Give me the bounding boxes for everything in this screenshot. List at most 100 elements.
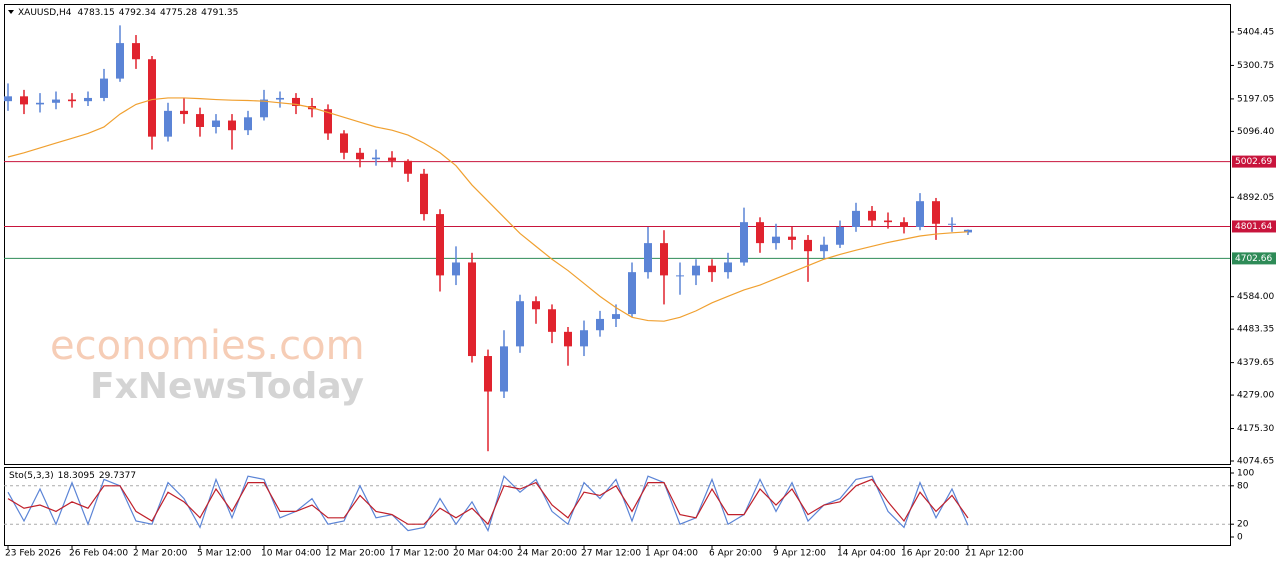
candle-body: [52, 99, 60, 103]
x-tick-label: 9 Apr 12:00: [773, 549, 826, 559]
y-tick-label: 4279.00: [1237, 391, 1274, 401]
candle-body: [820, 244, 828, 252]
candle-body: [484, 356, 492, 392]
y-tick-label: 20: [1237, 520, 1249, 530]
candle-body: [500, 346, 508, 392]
candle-body: [244, 117, 252, 131]
x-tick-label: 14 Apr 04:00: [837, 549, 896, 559]
moving-average: [7, 97, 969, 322]
candle-body: [340, 133, 348, 153]
candle-body: [836, 226, 844, 245]
candle-body: [948, 223, 956, 225]
candle-body: [628, 272, 636, 315]
candle-body: [420, 173, 428, 215]
y-tick-label: 5096.40: [1237, 127, 1274, 137]
candle-body: [868, 210, 876, 221]
candle-body: [100, 78, 108, 98]
x-tick-label: 2 Mar 20:00: [133, 549, 188, 559]
candle-body: [740, 222, 748, 263]
y-tick-label: 0: [1237, 533, 1243, 543]
candle-body: [916, 201, 924, 227]
candle-body: [644, 243, 652, 273]
level-label: 5002.69: [1235, 157, 1272, 167]
x-tick-label: 5 Mar 12:00: [197, 549, 252, 559]
x-tick-label: 27 Mar 12:00: [581, 549, 641, 559]
candle-body: [324, 109, 332, 134]
watermark: FxNewsToday: [90, 366, 364, 407]
indicator-title: Sto(5,3,3) 18.3095 29.7377: [9, 471, 136, 481]
level-label-box: [1232, 220, 1276, 233]
candle-body: [900, 222, 908, 227]
candle-body: [564, 331, 572, 347]
y-tick-label: 80: [1237, 481, 1249, 491]
candle-body: [884, 220, 892, 223]
candle-body: [932, 201, 940, 224]
candle-body: [788, 236, 796, 240]
y-tick-label: 5197.05: [1237, 94, 1274, 104]
candle-body: [532, 301, 540, 310]
x-tick-label: 17 Mar 12:00: [389, 549, 449, 559]
candle-body: [772, 236, 780, 244]
candle-body: [580, 330, 588, 347]
candle-body: [84, 97, 92, 102]
stochastic-line: [7, 478, 969, 526]
y-tick-label: 4379.65: [1237, 358, 1274, 368]
chart-header: XAUUSD,H4 4783.15 4792.34 4775.28 4791.35: [18, 8, 238, 18]
candle-body: [436, 214, 444, 276]
candle-body: [660, 243, 668, 276]
candle-body: [804, 239, 812, 252]
candle-body: [692, 265, 700, 276]
x-tick-label: 21 Apr 12:00: [965, 549, 1024, 559]
level-label: 4801.64: [1235, 222, 1272, 232]
y-tick-label: 4584.00: [1237, 292, 1274, 302]
y-tick-label: 5300.75: [1237, 61, 1274, 71]
candle-body: [292, 97, 300, 107]
y-tick-label: 4892.05: [1237, 193, 1274, 203]
y-tick-label: 4483.35: [1237, 325, 1274, 335]
candle-body: [148, 59, 156, 137]
stochastic-line: [7, 475, 969, 533]
candle-body: [20, 96, 28, 105]
level-label: 4702.66: [1235, 254, 1272, 264]
x-tick-label: 24 Mar 20:00: [517, 549, 577, 559]
candle-body: [68, 99, 76, 102]
candle-body: [116, 43, 124, 79]
candle-body: [612, 314, 620, 319]
main-panel: [4, 4, 1231, 465]
x-tick-label: 6 Apr 20:00: [709, 549, 762, 559]
x-tick-label: 1 Apr 04:00: [645, 549, 698, 559]
candle-body: [212, 120, 220, 127]
level-label-box: [1232, 155, 1276, 168]
candle-body: [468, 262, 476, 357]
x-tick-label: 26 Feb 04:00: [69, 549, 128, 559]
level-label-box: [1232, 252, 1276, 265]
y-tick-label: 4175.30: [1237, 424, 1274, 434]
candle-body: [852, 210, 860, 227]
candle-body: [676, 275, 684, 277]
x-tick-label: 23 Feb 2026: [5, 549, 61, 559]
menu-triangle[interactable]: [8, 10, 14, 14]
candle-body: [724, 262, 732, 273]
candle-body: [388, 157, 396, 161]
candle-body: [756, 222, 764, 244]
y-tick-label: 5404.45: [1237, 27, 1274, 37]
candle-body: [548, 309, 556, 332]
candle-body: [596, 318, 604, 331]
candle-body: [196, 114, 204, 127]
candle-body: [228, 120, 236, 131]
candle-body: [372, 157, 380, 160]
x-tick-label: 20 Mar 04:00: [453, 549, 513, 559]
candle-body: [4, 96, 12, 102]
candle-body: [708, 265, 716, 273]
indicator-panel: [4, 467, 1231, 546]
candle-body: [260, 99, 268, 118]
candle-body: [404, 160, 412, 174]
candle-body: [452, 262, 460, 276]
x-tick-label: 12 Mar 20:00: [325, 549, 385, 559]
candle-body: [356, 152, 364, 160]
candle-body: [132, 43, 140, 60]
candle-body: [964, 229, 972, 233]
candle-body: [164, 110, 172, 137]
